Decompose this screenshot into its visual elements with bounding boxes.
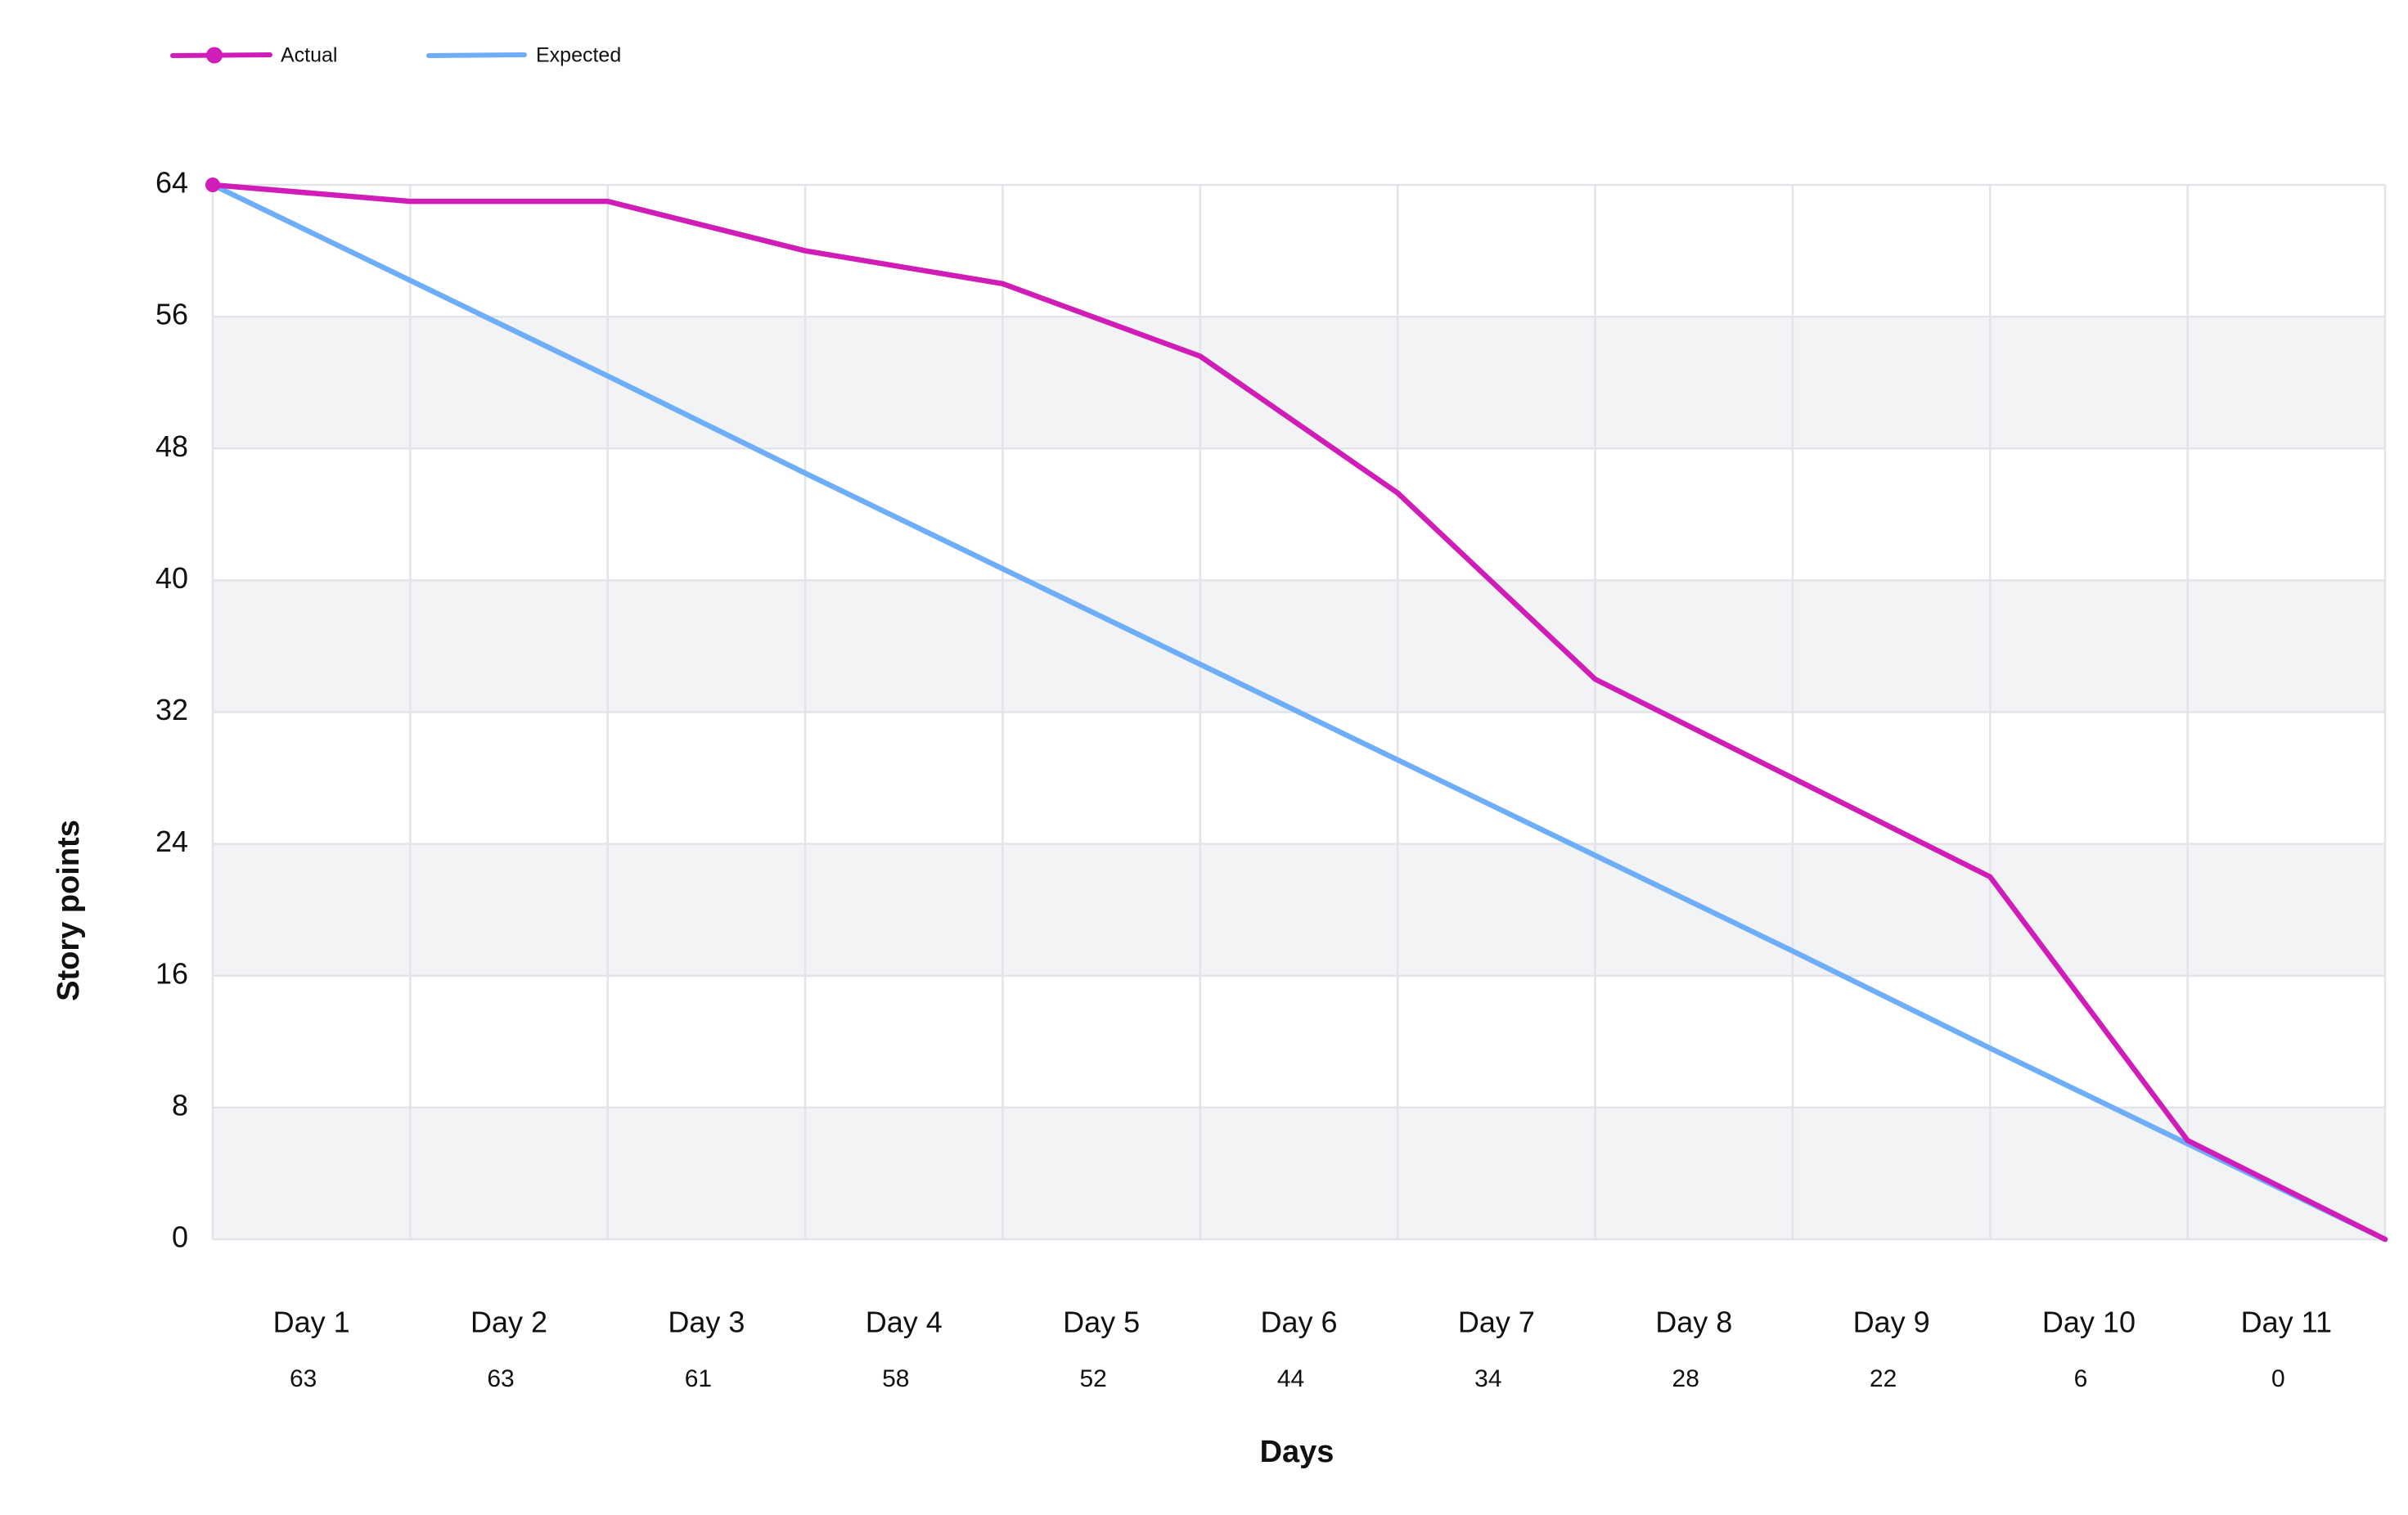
band (213, 1107, 2385, 1239)
y-tick-label: 56 (155, 298, 188, 331)
x-tick-label: Day 8 (1655, 1306, 1732, 1339)
legend-swatch (426, 52, 527, 58)
daily-remaining: 44 (1277, 1365, 1304, 1392)
band (213, 843, 2385, 976)
x-axis-title: Days (1260, 1435, 1335, 1469)
x-tick-label: Day 5 (1063, 1306, 1140, 1339)
y-tick-label: 40 (155, 561, 188, 595)
daily-remaining: 52 (1079, 1365, 1106, 1392)
x-tick-label: Day 4 (866, 1306, 943, 1339)
daily-remaining: 63 (487, 1365, 514, 1392)
y-tick-label: 0 (172, 1221, 188, 1254)
x-tick-label: Day 9 (1853, 1306, 1930, 1339)
y-tick-label: 48 (155, 429, 188, 463)
x-tick-label: Day 2 (470, 1306, 547, 1339)
lines (205, 178, 2388, 1243)
band (213, 580, 2385, 713)
legend-label: Expected (536, 44, 621, 67)
y-tick-label: 8 (172, 1088, 188, 1122)
labels: 0 8 16 24 32 40 48 56 64 Day 1 Day 2 Day 3 Day 4 Day … (155, 44, 2332, 1392)
daily-remaining: 58 (882, 1365, 909, 1392)
series-line (209, 182, 2388, 1243)
y-tick-label: 64 (155, 166, 188, 200)
legend-marker (206, 47, 223, 64)
band (213, 317, 2385, 449)
x-tick-label: Day 1 (273, 1306, 350, 1339)
x-tick-label: Day 7 (1458, 1306, 1535, 1339)
daily-remaining: 22 (1870, 1365, 1897, 1392)
x-tick-label: Day 10 (2042, 1306, 2136, 1339)
y-tick-label: 16 (155, 956, 188, 990)
point-marker (205, 178, 220, 192)
daily-remaining: 0 (2271, 1365, 2285, 1392)
series-line (209, 182, 2388, 1243)
daily-remaining: 28 (1672, 1365, 1699, 1392)
daily-remaining: 6 (2074, 1365, 2088, 1392)
daily-remaining: 34 (1474, 1365, 1501, 1392)
x-tick-label: Day 6 (1260, 1306, 1337, 1339)
daily-remaining: 63 (290, 1365, 317, 1392)
y-tick-label: 32 (155, 693, 188, 726)
bands (213, 317, 2385, 1239)
y-tick-label: 24 (155, 825, 188, 858)
y-axis-title: Story points (52, 820, 86, 1001)
daily-remaining: 61 (685, 1365, 712, 1392)
x-tick-label: Day 3 (668, 1306, 745, 1339)
legend-label: Actual (281, 44, 337, 67)
x-tick-label: Day 11 (2241, 1306, 2332, 1339)
